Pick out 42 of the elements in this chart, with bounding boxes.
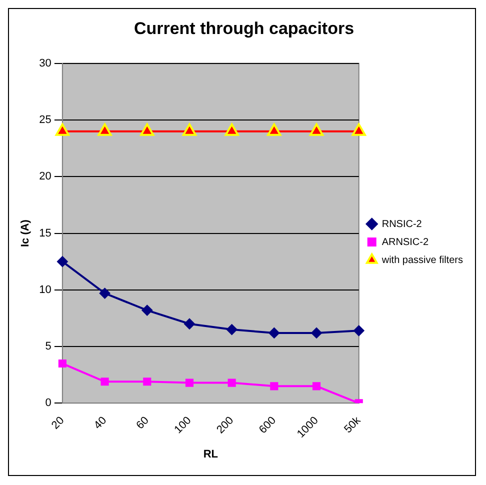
- x-axis-title: RL: [203, 448, 218, 460]
- y-tick-label: 25: [39, 114, 52, 126]
- legend-label: with passive filters: [380, 254, 464, 266]
- x-tick-label: 60: [134, 414, 152, 432]
- x-tick-label: 100: [172, 414, 194, 436]
- point: [58, 359, 66, 368]
- point: [142, 304, 153, 316]
- chart-title: Current through capacitors: [134, 18, 354, 38]
- point: [182, 123, 197, 136]
- point: [143, 378, 152, 386]
- point: [267, 123, 282, 136]
- y-tick-label: 5: [45, 340, 52, 353]
- point: [352, 123, 366, 136]
- point: [185, 378, 194, 387]
- point: [228, 378, 236, 387]
- point: [226, 324, 238, 336]
- x-tick-label: 40: [92, 414, 110, 432]
- point: [99, 288, 110, 299]
- point: [309, 123, 324, 136]
- y-tick-label: 30: [39, 57, 52, 70]
- y-tick-label: 10: [39, 284, 52, 296]
- y-tick-label: 15: [39, 227, 52, 240]
- point: [98, 123, 112, 136]
- x-tick-label: 200: [214, 414, 236, 436]
- legend-label: RNSIC-2: [382, 218, 422, 230]
- y-tick-label: 0: [45, 397, 52, 410]
- x-tick-label: 600: [256, 414, 278, 436]
- y-axis-title: Ic (A): [20, 219, 32, 248]
- point: [311, 327, 322, 338]
- legend-label: ARNSIC-2: [382, 236, 429, 248]
- y-tick-label: 20: [39, 170, 52, 183]
- point: [353, 325, 364, 336]
- point: [56, 256, 68, 268]
- point: [55, 123, 70, 136]
- point: [140, 123, 154, 136]
- point: [224, 123, 239, 136]
- x-tick-label: 50k: [342, 414, 364, 436]
- point: [184, 318, 195, 330]
- point: [100, 378, 109, 386]
- point: [312, 382, 321, 390]
- point: [268, 327, 280, 338]
- point: [270, 382, 278, 390]
